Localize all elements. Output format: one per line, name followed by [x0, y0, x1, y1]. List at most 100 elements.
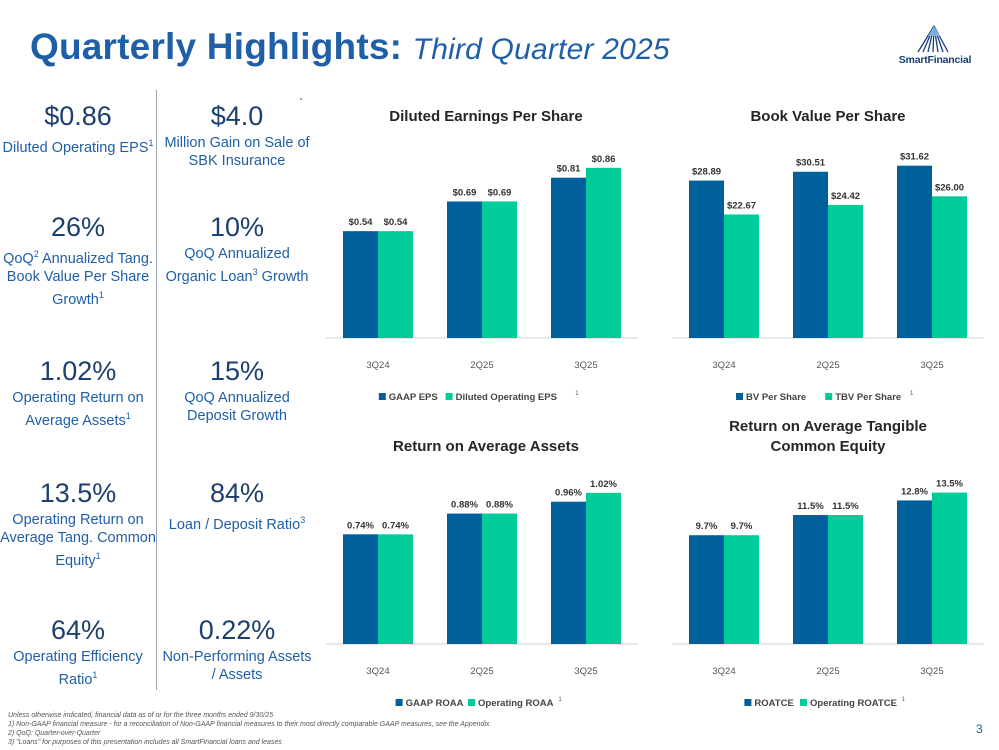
bar-series1-2Q25 [447, 513, 482, 644]
kpi-operating-roaa: 1.02% Operating Return on Average Assets… [0, 355, 156, 430]
logo-mark-icon [917, 25, 949, 53]
company-logo: SmartFinancial [888, 24, 982, 68]
kpi-label: QoQ Annualized Organic Loan3 Growth [165, 246, 309, 285]
kpi-label: Operating Return on Average Tang. Common… [0, 512, 156, 569]
x-tick-label: 2Q25 [470, 360, 493, 371]
x-tick-label: 3Q24 [366, 666, 389, 677]
kpi-label: Loan / Deposit Ratio3 [168, 515, 306, 533]
legend-swatch [378, 393, 386, 400]
kpi-loan-deposit-ratio: 84% Loan / Deposit Ratio3 [159, 477, 315, 534]
kpi-value: 26% [50, 212, 106, 242]
x-tick-label: 3Q24 [366, 360, 389, 371]
legend-swatch [395, 699, 403, 706]
legend-label: TBV Per Share [835, 392, 901, 403]
data-label: 0.88% [486, 500, 513, 511]
title-sub: Third Quarter 2025 [412, 33, 670, 66]
chart-roaa: 0.74% 0.74% 3Q24 0.88% 0.88% 2Q25 0.96% 1.02% 3Q… [326, 479, 638, 709]
data-label: 9.7% [696, 521, 718, 532]
legend-swatch [800, 699, 807, 706]
bar-series2-3Q25 [932, 492, 967, 644]
kpi-value: 64% [50, 615, 106, 645]
data-label: 0.74% [347, 520, 374, 531]
kpi-operating-roatce: 13.5% Operating Return on Average Tang. … [0, 477, 156, 570]
kpi-value: 15% [209, 356, 265, 386]
bar-series1-3Q24 [689, 535, 724, 644]
footnotes: Unless otherwise indicated, financial da… [8, 711, 489, 747]
legend-label: Diluted Operating EPS [456, 392, 557, 403]
kpi-loan-growth: 10% QoQ Annualized Organic Loan3 Growth [159, 211, 315, 286]
kpi-label: Diluted Operating EPS1 [2, 138, 154, 156]
bar-series1-2Q25 [793, 515, 828, 644]
bar-series2-3Q24 [724, 535, 759, 644]
data-label: $28.89 [692, 167, 721, 178]
bar-series2-2Q25 [828, 515, 863, 644]
bar-series2-3Q24 [724, 214, 759, 338]
legend-label: ROATCE [754, 698, 793, 709]
legend-swatch [468, 699, 475, 706]
data-label: 0.96% [555, 488, 582, 499]
data-label: $24.42 [831, 191, 860, 202]
data-label: 0.74% [382, 520, 409, 531]
kpi-label: Million Gain on Sale of SBK Insurance [164, 135, 310, 169]
kpi-value: 0.22% [198, 615, 276, 645]
kpi-label: Non-Performing Assets / Assets [162, 649, 312, 683]
bar-series2-2Q25 [482, 513, 517, 644]
legend-swatch [445, 393, 453, 400]
bar-series1-3Q24 [689, 180, 724, 338]
legend-footnote-marker: 1 [910, 391, 914, 397]
data-label: $0.81 [557, 164, 581, 175]
kpi-efficiency-ratio: 64% Operating Efficiency Ratio1 [0, 614, 156, 689]
bar-series2-3Q25 [586, 167, 621, 338]
bar-series1-2Q25 [793, 171, 828, 338]
kpi-diluted-operating-eps: $0.86 Diluted Operating EPS1 [0, 100, 156, 157]
kpi-gain-on-sale: $4.0 Million Gain on Sale of SBK Insuran… [159, 100, 315, 170]
x-tick-label: 3Q24 [712, 666, 735, 677]
legend-swatch [736, 393, 743, 400]
kpi-value: 13.5% [39, 478, 117, 508]
legend-swatch [825, 393, 833, 400]
legend-footnote-marker: 1 [558, 697, 562, 703]
chart-diluted-eps: $0.54 $0.54 3Q24 $0.69 $0.69 2Q25 $0.81 $0.86 3Q… [326, 154, 638, 403]
page-number: 3 [976, 722, 983, 736]
bar-series1-3Q25 [551, 501, 586, 644]
legend-swatch [744, 699, 752, 706]
data-label: 13.5% [936, 479, 963, 490]
data-label: $26.00 [935, 182, 964, 193]
chart-title-bvps: Book Value Per Share [750, 108, 906, 125]
x-tick-label: 3Q24 [712, 360, 735, 371]
kpi-value: 84% [209, 478, 265, 508]
x-tick-label: 2Q25 [816, 360, 839, 371]
legend-footnote-marker: 1 [902, 697, 906, 703]
legend-footnote-marker: 1 [575, 391, 579, 397]
data-label: $22.67 [727, 200, 756, 211]
bar-series2-2Q25 [482, 201, 517, 338]
kpi-value: $0.86 [44, 101, 112, 131]
kpi-label: Operating Efficiency Ratio1 [13, 649, 143, 688]
logo-text: SmartFinancial [898, 54, 972, 66]
kpi-tbv-growth: 26% QoQ2 Annualized Tang. Book Value Per… [0, 211, 156, 309]
bar-series2-3Q24 [378, 231, 413, 338]
data-label: $0.86 [592, 154, 616, 165]
bar-series1-3Q25 [551, 177, 586, 338]
data-label: $30.51 [796, 158, 826, 169]
chart-book-value: $28.89 $22.67 3Q24 $30.51 $24.42 2Q25 $31.62 $2… [672, 152, 984, 403]
bar-series2-3Q24 [378, 534, 413, 644]
bar-series2-2Q25 [828, 204, 863, 338]
kpi-label: QoQ Annualized Deposit Growth [184, 390, 290, 424]
x-tick-label: 3Q25 [920, 360, 943, 371]
x-tick-label: 3Q25 [574, 360, 597, 371]
kpi-value: $4.0 [210, 101, 264, 131]
decorative-dot [300, 98, 302, 100]
footnote-line: 1) Non-GAAP financial measure - for a re… [8, 721, 490, 728]
x-tick-label: 2Q25 [470, 666, 493, 677]
bar-series1-2Q25 [447, 201, 482, 338]
kpi-divider [156, 90, 157, 690]
data-label: $0.54 [349, 217, 373, 228]
bar-series1-3Q25 [897, 165, 932, 338]
data-label: 12.8% [901, 486, 928, 497]
legend-label: Operating ROATCE [810, 698, 897, 709]
data-label: $0.69 [488, 187, 512, 198]
data-label: $0.54 [384, 217, 408, 228]
kpi-label: QoQ2 Annualized Tang. Book Value Per Sha… [3, 249, 153, 308]
bar-series1-3Q24 [343, 231, 378, 338]
